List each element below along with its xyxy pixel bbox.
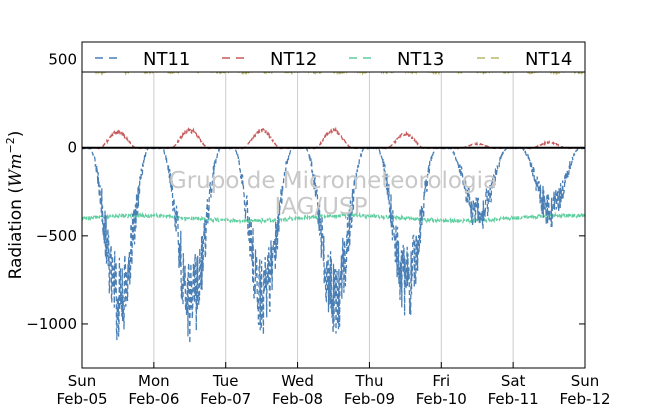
x-tick-day: Sat <box>501 372 526 390</box>
x-tick-day: Tue <box>212 372 239 390</box>
legend-item-nt14: NT14 <box>477 49 572 70</box>
series-nt11-line <box>81 146 586 344</box>
x-tick-date: Feb-08 <box>272 390 323 408</box>
legend-label: NT12 <box>270 49 317 70</box>
x-axis-ticks: SunFeb-05MonFeb-06TueFeb-07WedFeb-08ThuF… <box>56 362 611 408</box>
x-tick-day: Thu <box>354 372 383 390</box>
legend-label: NT11 <box>143 49 190 70</box>
legend-box <box>81 41 586 73</box>
legend-item-nt13: NT13 <box>349 49 444 70</box>
legend: NT11 NT12 NT13 NT14 <box>81 41 586 73</box>
x-tick-date: Feb-07 <box>200 390 251 408</box>
x-tick-day: Sun <box>571 372 600 390</box>
y-tick-label: −1000 <box>26 315 77 333</box>
x-tick-date: Feb-09 <box>344 390 395 408</box>
x-tick-date: Feb-10 <box>416 390 467 408</box>
x-tick-date: Feb-06 <box>128 390 179 408</box>
series-nt13-line <box>81 211 586 225</box>
legend-label: NT13 <box>397 49 444 70</box>
legend-label: NT14 <box>525 49 572 70</box>
y-tick-label: 500 <box>48 51 77 69</box>
series-nt12-line <box>81 126 586 150</box>
x-tick-date: Feb-12 <box>559 390 610 408</box>
x-tick-day: Wed <box>281 372 314 390</box>
watermark-line-1: Grupo de Micrometeorologia <box>169 168 497 194</box>
watermark-line-2: IAG/USP <box>275 194 368 220</box>
legend-item-nt11: NT11 <box>95 49 190 70</box>
x-tick-day: Fri <box>432 372 450 390</box>
x-tick-day: Mon <box>138 372 170 390</box>
x-tick-date: Feb-05 <box>56 390 107 408</box>
x-tick-date: Feb-11 <box>488 390 539 408</box>
legend-item-nt12: NT12 <box>222 49 317 70</box>
y-tick-label: 0 <box>67 139 77 157</box>
y-axis-label: Radiation (Wm−2) <box>4 131 26 280</box>
y-tick-label: −500 <box>36 227 77 245</box>
x-tick-day: Sun <box>68 372 97 390</box>
